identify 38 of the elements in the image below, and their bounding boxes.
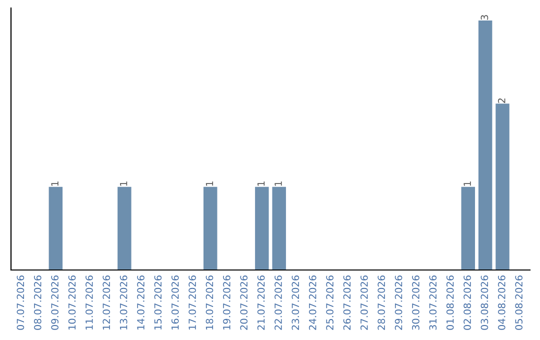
x-tick-label: 20.07.2026 (240, 275, 248, 330)
x-tick-label: 14.07.2026 (137, 275, 144, 330)
data-label: 1 (464, 182, 471, 186)
x-tick-label: 28.07.2026 (378, 275, 386, 330)
x-tick-label: 02.08.2026 (464, 275, 471, 330)
x-tick-label: 07.07.2026 (16, 275, 24, 330)
x-tick-label: 27.07.2026 (360, 275, 368, 330)
data-label: 1 (51, 182, 58, 186)
x-tick-label: 29.07.2026 (394, 275, 402, 330)
x-tick-label: 26.07.2026 (343, 275, 351, 330)
x-tick-label: 21.07.2026 (257, 275, 265, 330)
x-tick-label: 30.07.2026 (412, 275, 420, 330)
x-tick-label: 13.07.2026 (120, 275, 128, 330)
x-tick-label: 01.08.2026 (446, 275, 454, 330)
x-tick-label: 31.07.2026 (429, 275, 437, 330)
x-tick-label: 03.08.2026 (480, 275, 488, 330)
x-tick-label: 10.07.2026 (68, 275, 76, 330)
x-tick-label: 09.07.2026 (51, 275, 59, 330)
x-tick-label: 19.07.2026 (223, 275, 230, 330)
x-tick-label: 17.07.2026 (188, 275, 196, 330)
data-label: 2 (498, 98, 506, 103)
data-label: 3 (480, 15, 488, 20)
x-tick-label: 08.07.2026 (34, 275, 42, 330)
x-tick-label: 05.08.2026 (515, 275, 523, 330)
x-tick-label: 24.07.2026 (308, 275, 316, 330)
data-label: 1 (274, 182, 282, 186)
x-tick-label: 25.07.2026 (326, 275, 334, 330)
x-tick-label: 16.07.2026 (171, 275, 179, 330)
data-label: 1 (120, 182, 128, 186)
x-tick-label: 12.07.2026 (102, 275, 110, 330)
x-tick-label: 04.08.2026 (498, 275, 506, 330)
data-label: 1 (258, 182, 265, 186)
x-tick-label: 11.07.2026 (86, 275, 93, 330)
x-tick-label: 22.07.2026 (274, 275, 282, 330)
x-tick-label: 23.07.2026 (292, 275, 300, 330)
x-tick-label: 18.07.2026 (206, 275, 214, 330)
data-label: 1 (206, 182, 214, 186)
x-tick-label: 15.07.2026 (154, 275, 162, 330)
